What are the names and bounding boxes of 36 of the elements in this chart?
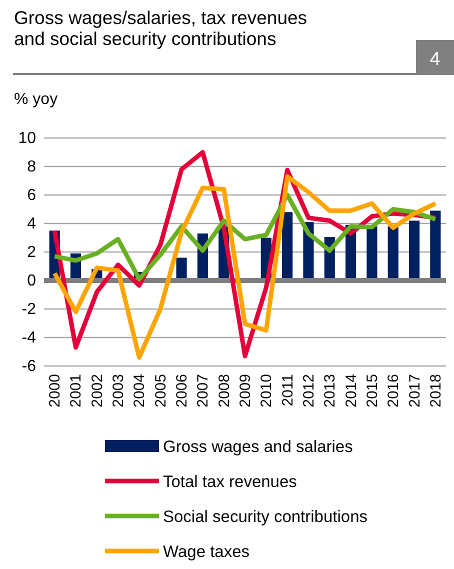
y-tick-label: -2 [22, 301, 36, 318]
y-tick-label: 4 [27, 216, 36, 233]
x-tick-label: 2005 [152, 374, 170, 408]
legend-label: Wage taxes [163, 543, 250, 561]
x-tick-label: 2004 [131, 374, 148, 408]
x-tick-label: 2008 [216, 374, 233, 408]
x-tick-label: 2016 [385, 374, 402, 408]
x-tick-label: 2000 [46, 374, 64, 408]
y-axis-title: % yoy [14, 91, 58, 108]
legend-label: Social security contributions [163, 508, 368, 526]
x-tick-label: 2014 [342, 374, 360, 408]
y-tick-label: 2 [27, 244, 36, 262]
x-tick-label: 2009 [237, 374, 254, 408]
chart-title: Gross wages/salaries, tax revenues and social security contributions [14, 7, 308, 49]
y-tick-label: -6 [22, 358, 36, 376]
y-tick-label: 8 [27, 158, 36, 176]
x-tick-label: 2013 [322, 374, 339, 408]
y-tick-label: 6 [27, 187, 36, 204]
x-tick-label: 2002 [88, 374, 106, 408]
x-tick-label: 2015 [364, 374, 381, 408]
x-tick-label: 2017 [406, 374, 424, 408]
x-tick-label: 2006 [174, 374, 191, 408]
x-tick-label: 2011 [279, 374, 296, 406]
x-tick-label: 2003 [110, 374, 128, 408]
y-tick-label: 0 [27, 272, 36, 290]
x-tick-label: 2010 [258, 374, 276, 408]
x-tick-label: 2012 [300, 374, 318, 408]
y-tick-label: 10 [18, 130, 36, 148]
legend-label: Gross wages and salaries [163, 438, 353, 456]
y-tick-label: -4 [22, 330, 36, 347]
line-series [52, 192, 438, 282]
text: 4 [430, 49, 441, 70]
x-tick-label: 2007 [194, 374, 212, 408]
legend-label: Total tax revenues [163, 473, 297, 491]
x-tick-label: 2018 [427, 374, 444, 408]
x-tick-label: 2001 [68, 374, 85, 408]
